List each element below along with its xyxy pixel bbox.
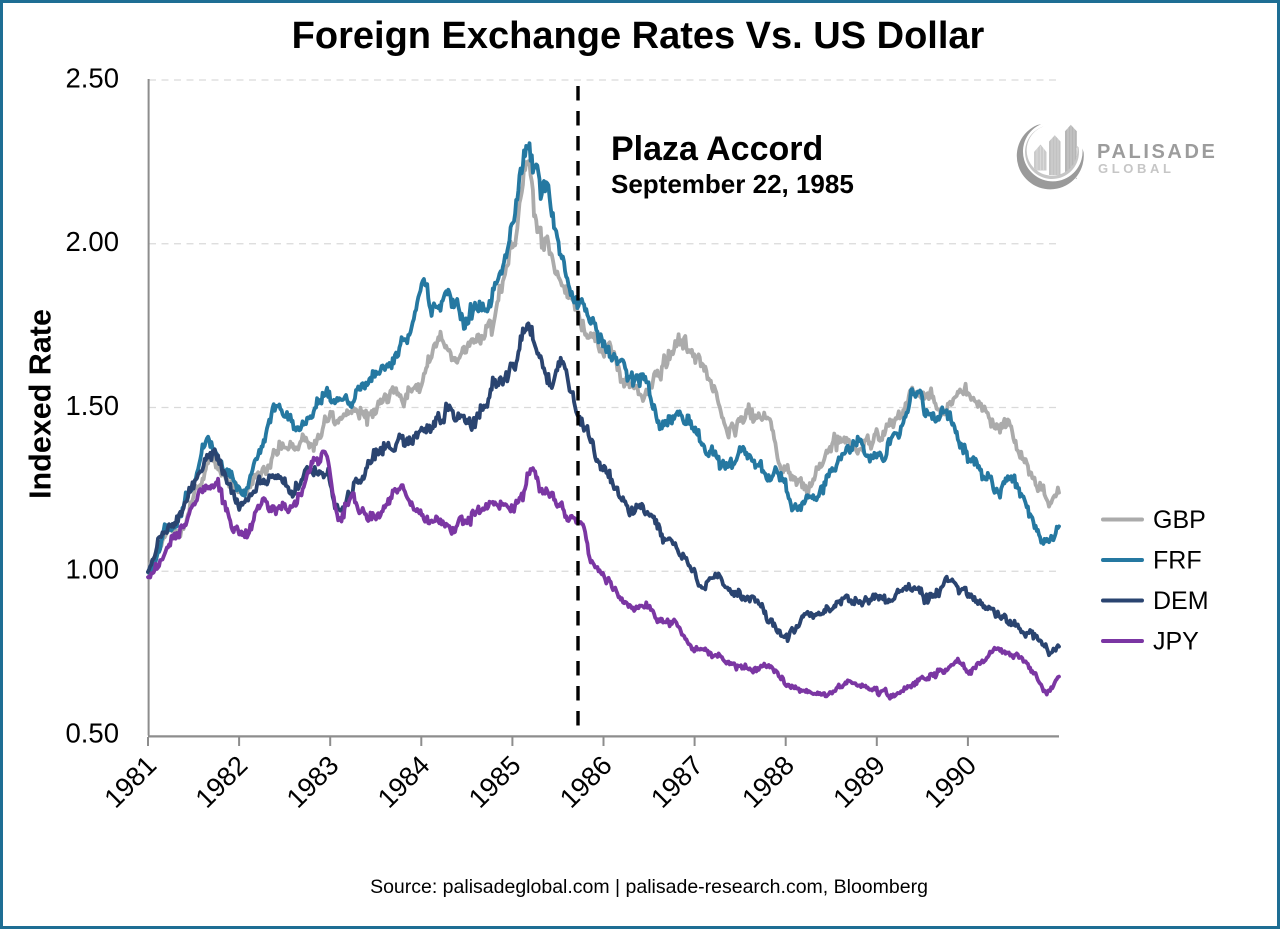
svg-text:2.50: 2.50	[65, 63, 119, 94]
svg-text:Source: palisadeglobal.com | p: Source: palisadeglobal.com | palisade-re…	[370, 876, 928, 898]
svg-text:Indexed Rate: Indexed Rate	[24, 309, 58, 499]
svg-text:Foreign Exchange Rates Vs. US: Foreign Exchange Rates Vs. US Dollar	[292, 15, 985, 57]
svg-text:GLOBAL: GLOBAL	[1098, 161, 1174, 176]
svg-text:Plaza Accord: Plaza Accord	[611, 130, 823, 168]
svg-text:1.00: 1.00	[65, 554, 119, 585]
svg-text:September 22, 1985: September 22, 1985	[611, 169, 854, 199]
svg-text:1.50: 1.50	[65, 390, 119, 421]
svg-text:FRF: FRF	[1153, 546, 1202, 574]
svg-text:GBP: GBP	[1153, 506, 1206, 534]
svg-text:DEM: DEM	[1153, 587, 1209, 615]
svg-text:2.00: 2.00	[65, 226, 119, 257]
svg-text:0.50: 0.50	[65, 718, 119, 749]
svg-text:PALISADE: PALISADE	[1097, 141, 1217, 163]
svg-text:JPY: JPY	[1153, 627, 1199, 655]
